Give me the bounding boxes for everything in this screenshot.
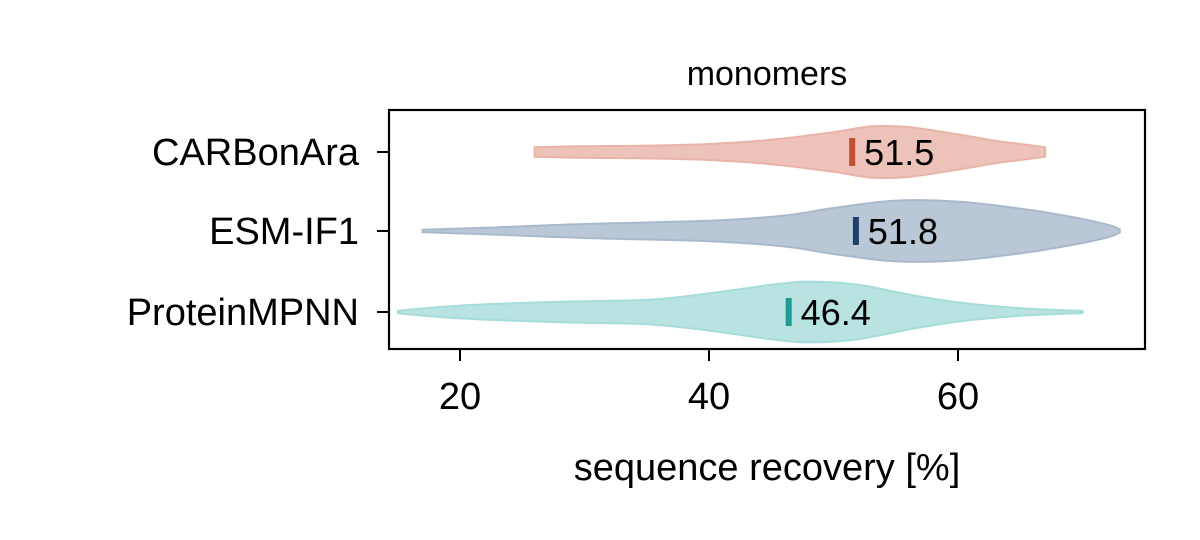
plot-frame [387, 108, 1147, 351]
y-tick-label-proteinmpnn: ProteinMPNN [127, 292, 359, 334]
violin-proteinmpnn [396, 280, 1084, 344]
axes: CARBonAra ESM-IF1 ProteinMPNN 20 40 60 [127, 132, 979, 418]
chart-title: monomers [687, 55, 848, 93]
violin-esm-if1 [421, 199, 1121, 263]
median-label-proteinmpnn: 46.4 [801, 292, 871, 333]
median-label-esm-if1: 51.8 [868, 211, 938, 252]
x-tick-label-40: 40 [688, 376, 730, 418]
y-tick-label-carbonara: CARBonAra [152, 132, 360, 174]
x-tick-label-20: 20 [439, 376, 481, 418]
x-axis-label: sequence recovery [%] [574, 447, 961, 489]
median-label-carbonara: 51.5 [864, 132, 934, 173]
violins: 51.5 51.8 46.4 [396, 124, 1121, 344]
violin-carbonara [533, 124, 1047, 180]
x-tick-label-60: 60 [937, 376, 979, 418]
y-tick-label-esm-if1: ESM-IF1 [209, 211, 359, 253]
